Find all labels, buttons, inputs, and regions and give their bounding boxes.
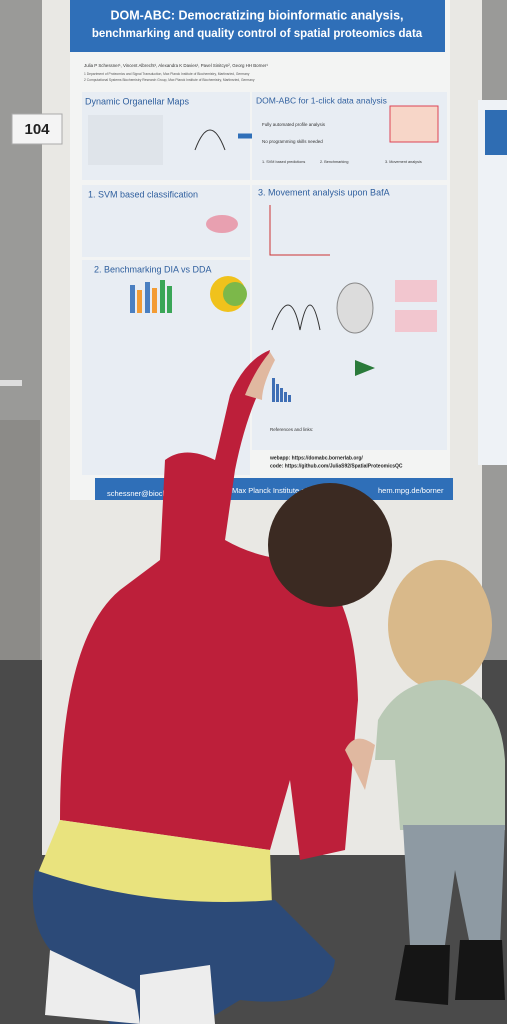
title-banner (70, 0, 445, 52)
flow-text: 1. SVM based predictions (262, 160, 305, 164)
cell-figure (336, 282, 374, 334)
icon-figure (355, 360, 375, 376)
profile-figure (194, 129, 226, 151)
image-figure (395, 280, 437, 302)
next-poster-block (485, 110, 507, 155)
stairs (0, 420, 40, 660)
section-heading: DOM-ABC for 1-click data analysis (256, 95, 387, 105)
woman (32, 350, 392, 1024)
footer-url: hem.mpg.de/borner (378, 486, 444, 495)
references-heading: References and links: (270, 427, 313, 432)
scatter-figure (206, 215, 238, 233)
venn-figure (223, 282, 247, 306)
footer-email: schessner@bioch (107, 489, 167, 498)
histogram-figure (269, 205, 330, 256)
curve-figure (271, 304, 321, 331)
affiliation: 2 Computational Systems Biochemistry Res… (84, 78, 255, 82)
image-figure (395, 310, 437, 332)
board-number-plate (11, 113, 63, 145)
section-heading: 2. Benchmarking DIA vs DDA (94, 264, 212, 274)
flow-text: 3. Movement analysis (385, 160, 422, 164)
bar-figure (130, 280, 172, 313)
section-heading: 1. SVM based classification (88, 189, 198, 199)
toddler (375, 560, 505, 1005)
flow-text: No programming skills needed (262, 139, 323, 144)
railing (0, 380, 22, 386)
board-number: 104 (24, 121, 50, 138)
flow-text: Fully automated profile analysis (262, 122, 326, 127)
flow-text: 2. Benchmarking (320, 160, 349, 164)
dist-bars (272, 378, 291, 402)
title-line: benchmarking and quality control of spat… (92, 28, 423, 40)
next-poster (478, 100, 507, 465)
link: webapp: https://domabc.bornerlab.org/ (269, 455, 363, 461)
tubes-figure (88, 115, 163, 165)
highlight-box (389, 105, 439, 143)
link: code: https://github.com/JuliaS92/Spatia… (270, 463, 403, 469)
section-heading: 3. Movement analysis upon BafA (258, 187, 390, 197)
title-line: DOM-ABC: Democratizing bioinformatic ana… (110, 8, 403, 22)
authors: Julia P Schessner¹, Vincent Albrecht¹, A… (84, 63, 268, 68)
footer-institute: Max Planck Institute of Bioch (232, 486, 328, 495)
section-heading: Dynamic Organellar Maps (85, 96, 190, 106)
affiliation: 1 Department of Proteomics and Signal Tr… (84, 72, 250, 76)
